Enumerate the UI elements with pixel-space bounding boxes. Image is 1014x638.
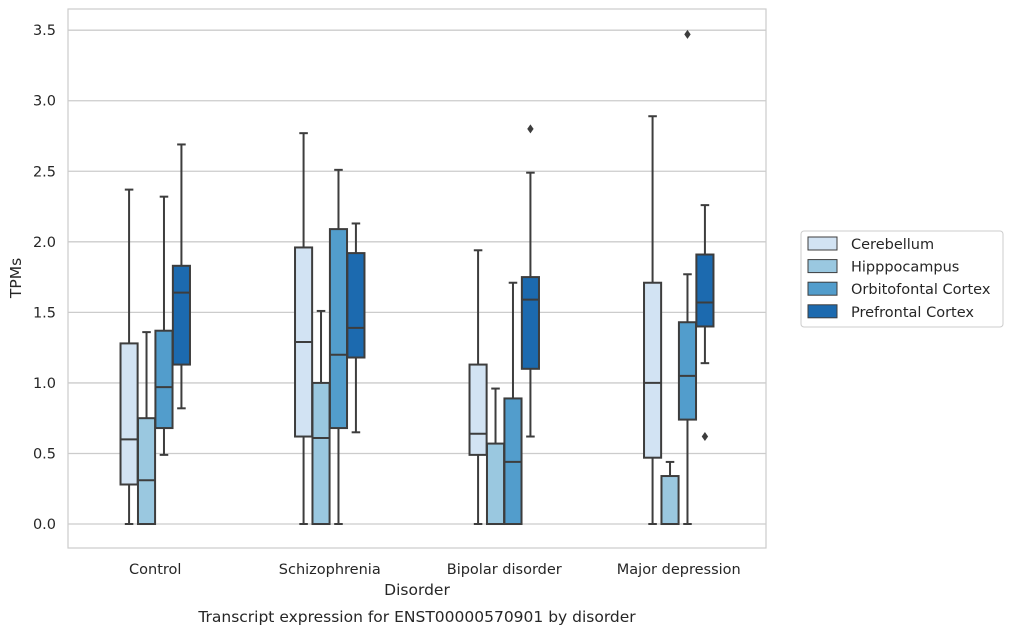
legend-frame [800, 230, 1004, 328]
x-tick-label: Bipolar disorder [447, 562, 562, 578]
y-tick-label: 1.0 [33, 376, 56, 392]
iqr-box [520, 276, 540, 370]
outlier-point [527, 124, 534, 134]
y-tick-label: 2.5 [33, 164, 56, 180]
iqr-box [485, 442, 506, 526]
box-cerebellum [643, 115, 663, 526]
box-hipppocampus [485, 387, 506, 526]
x-tick-label: Control [129, 562, 181, 578]
chart-caption: Transcript expression for ENST0000057090… [197, 608, 636, 626]
legend-swatch [807, 236, 838, 251]
box-hipppocampus [311, 309, 331, 526]
iqr-box [136, 417, 157, 526]
iqr-box [695, 253, 715, 328]
iqr-box [346, 252, 366, 359]
outlier-point [684, 29, 691, 39]
x-tick-label: Schizophrenia [279, 562, 381, 578]
legend-swatch [807, 304, 838, 319]
legend-swatch [807, 259, 838, 274]
box-hipppocampus [136, 331, 157, 526]
iqr-box [660, 475, 680, 526]
y-tick-label: 2.0 [33, 235, 56, 251]
boxes [119, 29, 715, 526]
box-prefrontal-cortex [346, 222, 366, 434]
iqr-box [677, 321, 698, 421]
y-axis-label: TPMs [7, 258, 25, 299]
y-tick-label: 0.0 [33, 517, 56, 533]
iqr-box [119, 342, 139, 486]
x-tick-label: Major depression [617, 562, 741, 578]
legend-label: Prefrontal Cortex [851, 305, 974, 321]
y-tick-label: 1.5 [33, 305, 56, 321]
iqr-box [154, 329, 174, 430]
plot-area-frame [67, 8, 767, 549]
box-orbitofontal-cortex [503, 281, 523, 526]
box-hipppocampus [660, 460, 680, 526]
iqr-box [328, 228, 349, 430]
outlier-point [701, 432, 709, 442]
x-axis-label: Disorder [384, 581, 450, 599]
box-orbitofontal-cortex [328, 168, 349, 526]
x-axis-ticks: Control Schizophrenia Bipolar disorder Majo… [129, 562, 741, 578]
legend: Cerebellum Hipppocampus Orbitofontal Corte… [800, 230, 1004, 328]
y-tick-label: 3.5 [33, 23, 56, 39]
y-tick-label: 0.5 [33, 446, 56, 462]
iqr-box [643, 281, 663, 459]
box-orbitofontal-cortex [154, 195, 174, 456]
legend-swatch [807, 281, 838, 296]
box-orbitofontal-cortex [677, 29, 698, 526]
legend-label: Cerebellum [851, 237, 934, 253]
y-tick-label: 3.0 [33, 94, 56, 110]
legend-label: Orbitofontal Cortex [851, 282, 991, 298]
legend-label: Hipppocampus [851, 260, 959, 276]
box-prefrontal-cortex [520, 124, 540, 438]
box-prefrontal-cortex [171, 143, 191, 410]
iqr-box [468, 363, 488, 456]
iqr-box [311, 381, 331, 526]
iqr-box [171, 264, 191, 366]
box-cerebellum [468, 249, 488, 526]
box-cerebellum [119, 188, 139, 526]
y-axis-ticks: 0.0 0.5 1.0 1.5 2.0 2.5 3.0 3.5 [33, 23, 56, 533]
box-prefrontal-cortex [695, 204, 715, 442]
box-cerebellum [294, 132, 314, 526]
